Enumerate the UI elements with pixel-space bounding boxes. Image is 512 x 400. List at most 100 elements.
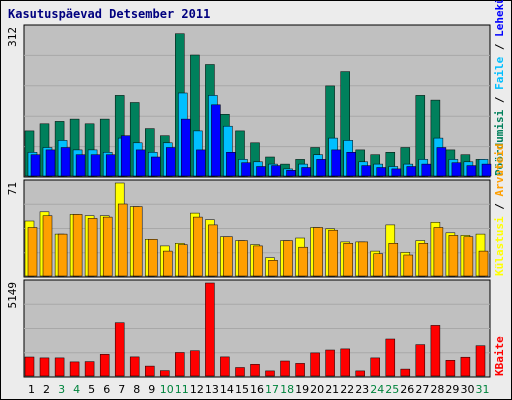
- bar-kbytes-day-13: [205, 282, 215, 377]
- bar-kbytes-day-28: [430, 325, 441, 377]
- bar-sites-day-19: [298, 246, 308, 277]
- x-label-day-31: 31: [476, 383, 490, 396]
- x-label-day-10: 10: [160, 383, 174, 396]
- bar-pages-day-7: [120, 135, 131, 177]
- chart-title: Kasutuspäevad Detsember 2011: [8, 7, 210, 21]
- right-label-group: Pöördumisi / Faile / Lehekülgi: [493, 0, 506, 176]
- bar-pages-day-18: [286, 170, 296, 177]
- bar-pages-day-27: [421, 163, 432, 177]
- bar-pages-day-24: [376, 167, 386, 177]
- x-label-day-19: 19: [295, 383, 309, 396]
- x-label-day-7: 7: [118, 383, 125, 396]
- bar-pages-day-6: [105, 154, 116, 177]
- bar-sites-day-28: [433, 227, 444, 277]
- bar-kbytes-day-24: [370, 357, 380, 377]
- x-label-day-24: 24: [370, 383, 384, 396]
- bar-pages-day-28: [436, 147, 447, 177]
- bar-pages-day-20: [316, 159, 326, 177]
- bar-sites-day-23: [358, 241, 368, 277]
- bar-pages-day-8: [135, 149, 146, 177]
- right-label-hits: Külastusi: [493, 216, 506, 276]
- x-axis-labels: 1 2 3 4 5 6 7 8 9 10 11 12 13 14 15 16 17 18 19 20 21 22 23 24 2…: [28, 383, 490, 396]
- x-label-day-4: 4: [73, 383, 80, 396]
- x-label-day-6: 6: [103, 383, 110, 396]
- x-label-day-12: 12: [190, 383, 204, 396]
- x-label-day-17: 17: [265, 383, 279, 396]
- bar-pages-day-19: [301, 167, 311, 177]
- bar-sites-day-24: [373, 253, 383, 277]
- bar-sites-day-13: [208, 224, 218, 277]
- bar-sites-day-7: [117, 203, 128, 277]
- bar-sites-day-12: [193, 216, 203, 277]
- bar-pages-day-5: [90, 154, 101, 177]
- chart-panels: 312 71 5149: [6, 24, 492, 378]
- bar-sites-day-16: [253, 245, 263, 277]
- bar-pages-day-12: [196, 149, 206, 177]
- bar-sites-day-10: [163, 250, 173, 277]
- x-label-day-16: 16: [250, 383, 264, 396]
- panel-bottom: 5149: [6, 279, 491, 378]
- bar-kbytes-day-7: [114, 322, 125, 377]
- bar-kbytes-day-16: [250, 364, 260, 377]
- x-label-day-15: 15: [235, 383, 249, 396]
- bar-kbytes-day-26: [400, 368, 411, 377]
- bar-sites-day-25: [388, 243, 399, 277]
- bar-kbytes-day-14: [220, 356, 230, 377]
- series-kbytes: [24, 282, 486, 377]
- bar-kbytes-day-31: [475, 345, 486, 377]
- bar-sites-day-30: [463, 236, 474, 277]
- x-label-day-18: 18: [280, 383, 294, 396]
- right-label-group: Külastusi / Arvuteid: [493, 144, 506, 276]
- bar-kbytes-day-1: [24, 356, 35, 377]
- bar-pages-day-16: [256, 166, 266, 177]
- right-label-visits: Pöördumisi: [493, 109, 506, 176]
- series-sites: [27, 203, 489, 277]
- bar-sites-day-2: [42, 215, 53, 277]
- bar-kbytes-day-6: [99, 354, 110, 377]
- bar-sites-day-27: [418, 243, 429, 277]
- bar-kbytes-day-21: [325, 349, 335, 377]
- x-label-day-1: 1: [28, 383, 35, 396]
- x-label-day-13: 13: [205, 383, 219, 396]
- bar-sites-day-8: [132, 206, 143, 277]
- x-label-day-2: 2: [43, 383, 50, 396]
- bar-kbytes-day-25: [385, 338, 396, 377]
- right-label-separator: /: [493, 90, 506, 110]
- bar-pages-day-23: [361, 165, 371, 177]
- panel-middle: 71: [6, 179, 491, 278]
- bar-sites-day-21: [328, 229, 338, 277]
- bar-kbytes-day-29: [445, 360, 456, 377]
- bar-kbytes-day-12: [190, 350, 200, 377]
- bar-pages-day-10: [166, 147, 176, 177]
- bar-kbytes-day-10: [160, 370, 170, 377]
- right-label-pages: Lehekülgi: [493, 0, 506, 37]
- bar-kbytes-day-22: [340, 348, 350, 377]
- x-label-day-22: 22: [340, 383, 354, 396]
- x-label-day-9: 9: [148, 383, 155, 396]
- bar-sites-day-1: [27, 227, 38, 277]
- bar-kbytes-day-18: [280, 360, 290, 377]
- bar-kbytes-day-4: [69, 361, 80, 377]
- bar-pages-day-4: [75, 154, 86, 177]
- bar-pages-day-17: [271, 165, 281, 177]
- right-label-sites: Arvuteid: [493, 144, 506, 197]
- bar-sites-day-26: [403, 254, 414, 277]
- bar-sites-day-18: [283, 240, 293, 277]
- x-label-day-5: 5: [88, 383, 95, 396]
- bar-pages-day-21: [331, 149, 341, 177]
- bar-kbytes-day-19: [295, 363, 305, 377]
- bar-pages-day-26: [406, 166, 417, 177]
- x-label-day-30: 30: [461, 383, 475, 396]
- bar-sites-day-9: [148, 239, 158, 277]
- bar-pages-day-31: [481, 163, 492, 177]
- x-label-day-14: 14: [220, 383, 234, 396]
- right-legend-labels: Pöördumisi / Faile / LehekülgiKülastusi …: [493, 0, 506, 376]
- bar-pages-day-3: [60, 147, 71, 177]
- bar-sites-day-4: [72, 214, 83, 277]
- bar-pages-day-22: [346, 152, 356, 177]
- x-label-day-8: 8: [133, 383, 140, 396]
- bar-pages-day-11: [181, 118, 191, 177]
- bar-kbytes-day-17: [265, 370, 275, 377]
- bar-kbytes-day-8: [129, 356, 140, 377]
